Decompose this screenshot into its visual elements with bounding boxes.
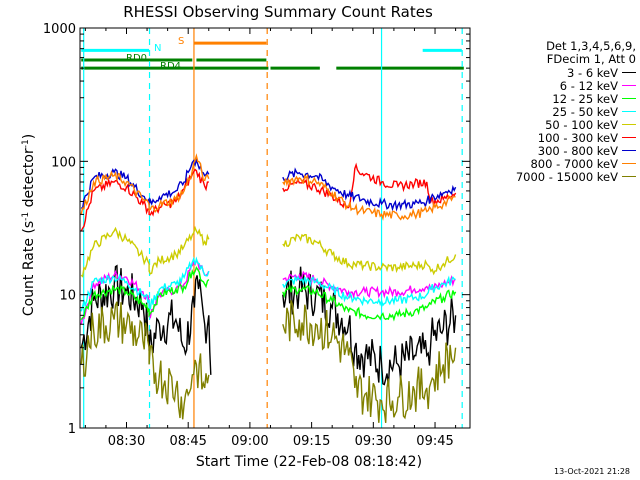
legend-swatch	[622, 98, 636, 99]
series-line-4	[80, 225, 210, 278]
legend-swatch	[622, 137, 636, 138]
series-line-3	[80, 256, 210, 312]
x-tick-label-1: 08:45	[169, 434, 206, 449]
legend-item: 25 - 50 keV	[478, 104, 636, 119]
legend-item: 300 - 800 keV	[478, 143, 636, 158]
flag-label-rd4: RD4	[160, 61, 181, 72]
legend-item: 12 - 25 keV	[478, 91, 636, 106]
legend-rows: 3 - 6 keV 6 - 12 keV 12 - 25 keV 25 - 50 ke…	[478, 65, 636, 184]
x-axis-label: Start Time (22-Feb-08 08:18:42)	[196, 454, 422, 470]
series-line-3	[282, 275, 456, 307]
legend-swatch	[622, 150, 636, 151]
legend-label: 6 - 12 keV	[559, 78, 618, 93]
legend-item: 3 - 6 keV	[478, 65, 636, 80]
series-line-2	[80, 265, 210, 321]
legend-header-1: Det 1,3,4,5,6,9,	[546, 39, 636, 53]
y-axis-label: Count Rate (s-1 detector-1)	[21, 134, 37, 316]
plot-frame	[79, 27, 471, 429]
legend-label: 7000 - 15000 keV	[515, 169, 618, 184]
series-line-5	[282, 162, 457, 209]
legend-label: 12 - 25 keV	[552, 91, 618, 106]
y-tick-label-0: 1	[68, 422, 76, 437]
series-line-8	[80, 301, 210, 420]
y-tick-label-1: 10	[59, 289, 76, 304]
x-tick-label-2: 09:00	[231, 434, 268, 449]
legend-label: 300 - 800 keV	[537, 143, 618, 158]
x-tick-label-3: 09:15	[293, 434, 330, 449]
legend-label: 50 - 100 keV	[545, 117, 618, 132]
legend-label: 100 - 300 keV	[537, 130, 618, 145]
series-lines	[80, 153, 457, 423]
legend-item: 50 - 100 keV	[478, 117, 636, 132]
legend-label: 25 - 50 keV	[552, 104, 618, 119]
series-line-0	[282, 266, 457, 387]
series-line-4	[282, 233, 457, 276]
legend-item: 7000 - 15000 keV	[478, 169, 636, 184]
flag-label-rd0: RD0	[126, 53, 147, 64]
y-tick-label-3: 1000	[43, 22, 76, 37]
legend-swatch	[622, 111, 636, 112]
series-line-6	[282, 167, 457, 212]
x-tick-label-5: 09:45	[416, 434, 453, 449]
legend-swatch	[622, 163, 636, 164]
legend-header-2: FDecim 1, Att 0	[546, 52, 636, 66]
legend-label: 800 - 7000 keV	[530, 156, 618, 171]
legend-swatch	[622, 85, 636, 86]
series-line-1	[282, 270, 456, 300]
legend-item: 800 - 7000 keV	[478, 156, 636, 171]
legend-item: 6 - 12 keV	[478, 78, 636, 93]
legend: Det 1,3,4,5,6,9, FDecim 1, Att 0 3 - 6 k…	[478, 39, 636, 184]
x-tick-label-0: 08:30	[108, 434, 145, 449]
series-line-2	[282, 284, 457, 322]
chart-title: RHESSI Observing Summary Count Rates	[123, 3, 433, 21]
flag-label-n: N	[154, 43, 161, 54]
legend-label: 3 - 6 keV	[567, 65, 618, 80]
legend-swatch	[622, 72, 636, 73]
flag-bars: N S RD0 RD4	[81, 36, 464, 72]
y-tick-label-2: 100	[51, 155, 76, 170]
series-line-8	[282, 300, 457, 423]
series-line-7	[282, 173, 456, 221]
time-markers	[83, 28, 463, 428]
axes: 08:30 08:45 09:00 09:15 09:30 09:45 1 10 100 1000	[43, 22, 470, 449]
x-tick-label-4: 09:30	[355, 434, 392, 449]
legend-item: 100 - 300 keV	[478, 130, 636, 145]
series-line-7	[80, 153, 210, 215]
flag-label-s: S	[178, 36, 184, 47]
legend-swatch	[622, 176, 636, 177]
legend-swatch	[622, 124, 636, 125]
generation-timestamp: 13-Oct-2021 21:28	[554, 467, 630, 476]
